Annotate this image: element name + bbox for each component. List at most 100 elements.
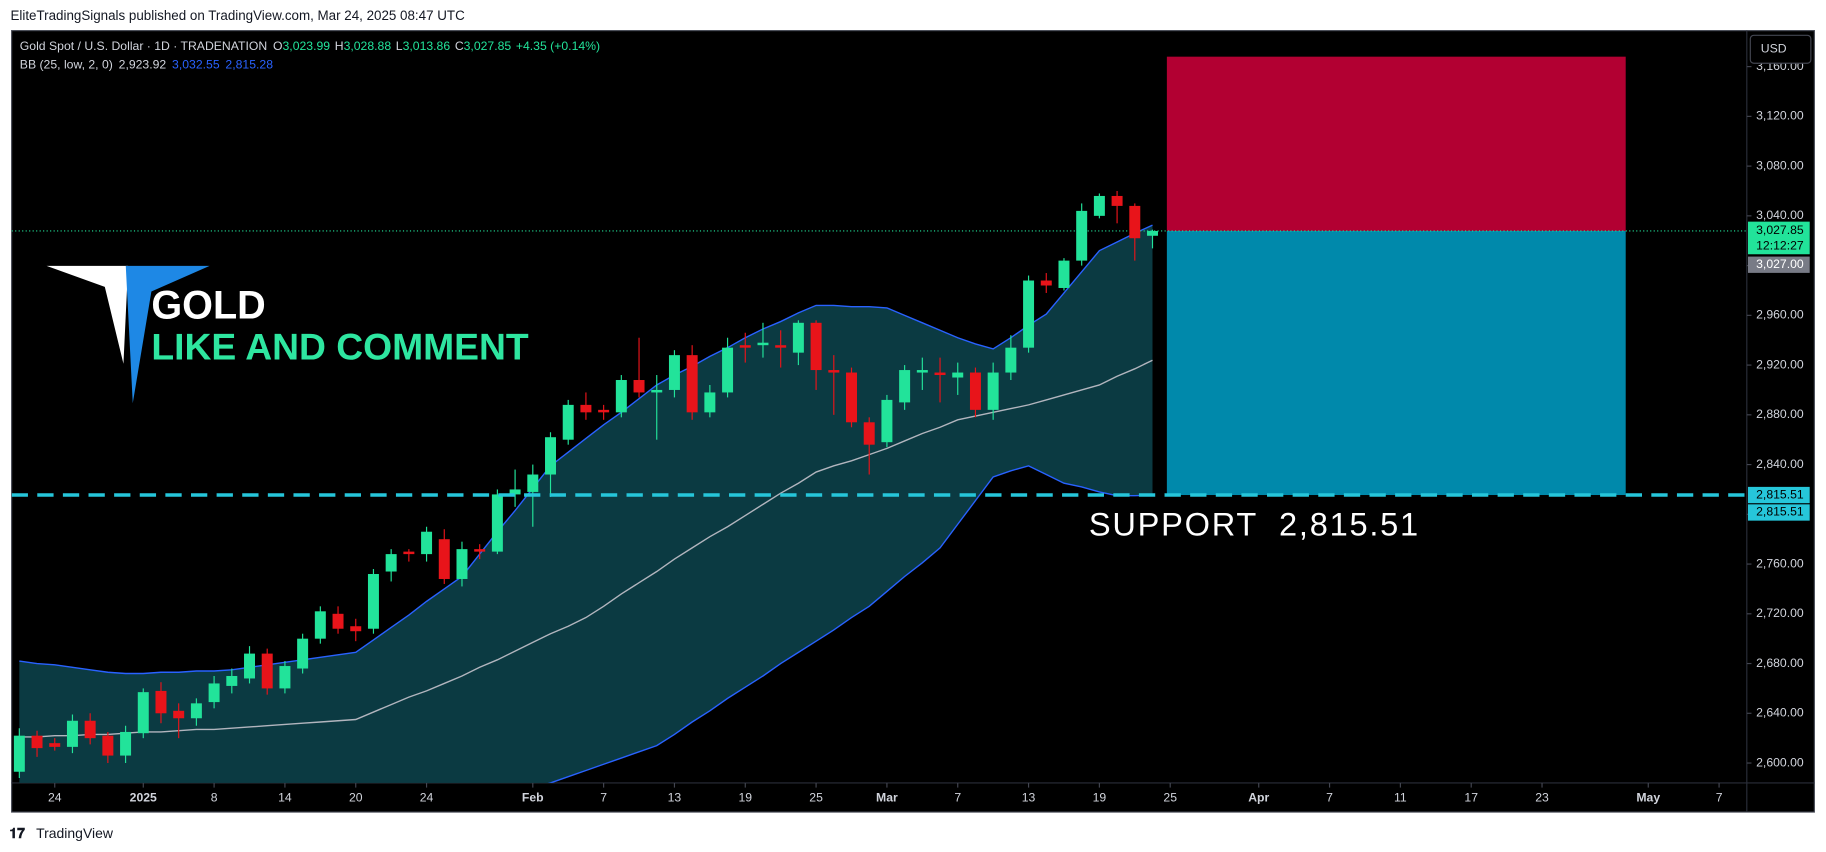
- support-price-label: 2,815.51: [1756, 487, 1804, 501]
- annotation-title: GOLD: [151, 283, 265, 327]
- x-tick-label: 11: [1394, 790, 1407, 804]
- candle-body: [1111, 195, 1123, 206]
- candle-body: [1093, 195, 1105, 216]
- candle-body: [527, 474, 539, 492]
- y-tick-label: 3,080.00: [1756, 158, 1804, 172]
- legend-o: O: [273, 39, 283, 53]
- candle-body: [934, 372, 946, 376]
- x-tick-label: 7: [954, 790, 961, 804]
- candle-body: [792, 322, 804, 353]
- y-tick-label: 2,640.00: [1756, 706, 1804, 720]
- candle-body: [509, 489, 521, 495]
- candle-body: [456, 549, 468, 579]
- candle-body: [244, 653, 255, 679]
- profit-zone: [1166, 230, 1626, 496]
- logo-blue: [125, 265, 210, 404]
- candle-body: [757, 342, 769, 346]
- last-price-label: 3,027.85: [1756, 223, 1804, 237]
- overlay: GOLD LIKE AND COMMENT SUPPORT 2,815.51 G…: [9, 34, 1812, 841]
- x-tick-label: 2025: [130, 790, 157, 804]
- y-tick-label: 2,760.00: [1756, 556, 1804, 570]
- extra-price-label-box: [1747, 256, 1810, 273]
- x-tick-label: 19: [1093, 790, 1107, 804]
- x-tick-label: Mar: [876, 790, 898, 804]
- candle-body: [739, 345, 751, 348]
- legend-c: C: [455, 39, 464, 53]
- candle-body: [421, 531, 433, 555]
- candle-body: [828, 370, 840, 373]
- x-tick-label: 7: [1716, 790, 1723, 804]
- candle-body: [633, 380, 645, 393]
- candle-body: [350, 626, 362, 632]
- extra-price-label: 3,027.00: [1756, 257, 1804, 271]
- candle-body: [279, 666, 291, 689]
- candle-body: [881, 399, 893, 443]
- candle-body: [438, 539, 450, 579]
- candle-body: [367, 574, 379, 629]
- candle-body: [846, 372, 857, 423]
- candle-body: [1147, 230, 1158, 236]
- x-tick-label: 23: [1535, 790, 1549, 804]
- x-tick-label: 13: [668, 790, 682, 804]
- y-tick-label: 2,600.00: [1756, 755, 1804, 769]
- currency-button[interactable]: [1749, 34, 1812, 64]
- y-tick-label: 2,880.00: [1756, 407, 1804, 421]
- target-price-label-box: [1747, 504, 1810, 521]
- x-tick-label: 13: [1022, 790, 1036, 804]
- plot: [11, 56, 1747, 783]
- annotation-subtitle: LIKE AND COMMENT: [151, 326, 529, 368]
- upper-band-line: [19, 224, 1153, 675]
- candle-body: [491, 494, 503, 552]
- x-tick-label: 24: [420, 790, 434, 804]
- candle-body: [208, 683, 220, 703]
- indicator-lower-value: 2,815.28: [225, 58, 273, 72]
- candle-body: [155, 690, 167, 714]
- candle-body: [987, 372, 999, 410]
- last-price-box: [1747, 221, 1810, 255]
- candle-body: [1040, 280, 1052, 286]
- candle-body: [545, 437, 556, 475]
- y-tick-label: 2,840.00: [1756, 457, 1804, 471]
- candle-body: [686, 355, 698, 413]
- candle-body: [137, 692, 149, 734]
- y-tick-label: 2,960.00: [1756, 308, 1804, 322]
- y-tick-label: 2,920.00: [1756, 357, 1804, 371]
- target-price-label: 2,815.51: [1756, 505, 1804, 519]
- candle-body: [84, 720, 96, 739]
- currency-button-label[interactable]: USD: [1761, 42, 1787, 56]
- candle-body: [704, 392, 716, 413]
- candle-body: [722, 347, 734, 393]
- legend-c-value: 3,027.85: [464, 39, 512, 53]
- candle-body: [899, 370, 911, 403]
- x-tick-label: 8: [211, 790, 218, 804]
- support-price-label-box: [1747, 486, 1810, 504]
- candle-body: [952, 372, 964, 378]
- x-tick-label: Apr: [1248, 790, 1269, 804]
- legend-h: H: [335, 39, 344, 53]
- lower-band-line: [547, 465, 1153, 783]
- indicator-upper-value: 3,032.55: [172, 58, 220, 72]
- basis-line: [19, 359, 1153, 738]
- x-tick-label: 19: [738, 790, 752, 804]
- x-tick-label: 24: [48, 790, 62, 804]
- axes: 2,600.00 2,640.00 2,680.00 2,720.00 2,760.00…: [48, 59, 1804, 804]
- candle-body: [13, 735, 25, 772]
- candle-body: [1076, 210, 1088, 261]
- candle-body: [668, 355, 680, 390]
- logo-white: [46, 265, 129, 364]
- legend: Gold Spot / U.S. Dollar · 1D · TRADENATI…: [20, 39, 600, 53]
- footer-logo: 𝟏𝟕: [9, 825, 25, 841]
- candle-body: [190, 703, 202, 719]
- candle-body: [403, 551, 415, 555]
- candle-body: [810, 322, 822, 371]
- candle-body: [1023, 280, 1035, 348]
- candle-body: [173, 710, 185, 719]
- indicator-legend: BB (25, low, 2, 0) 2,923.92 3,032.55 2,815.…: [20, 58, 273, 72]
- candle-body: [1005, 347, 1017, 373]
- header: EliteTradingSignals published on Trading…: [10, 8, 465, 23]
- indicator-basis-value: 2,923.92: [119, 58, 167, 72]
- x-tick-label: 25: [1163, 790, 1177, 804]
- candle-body: [120, 731, 132, 756]
